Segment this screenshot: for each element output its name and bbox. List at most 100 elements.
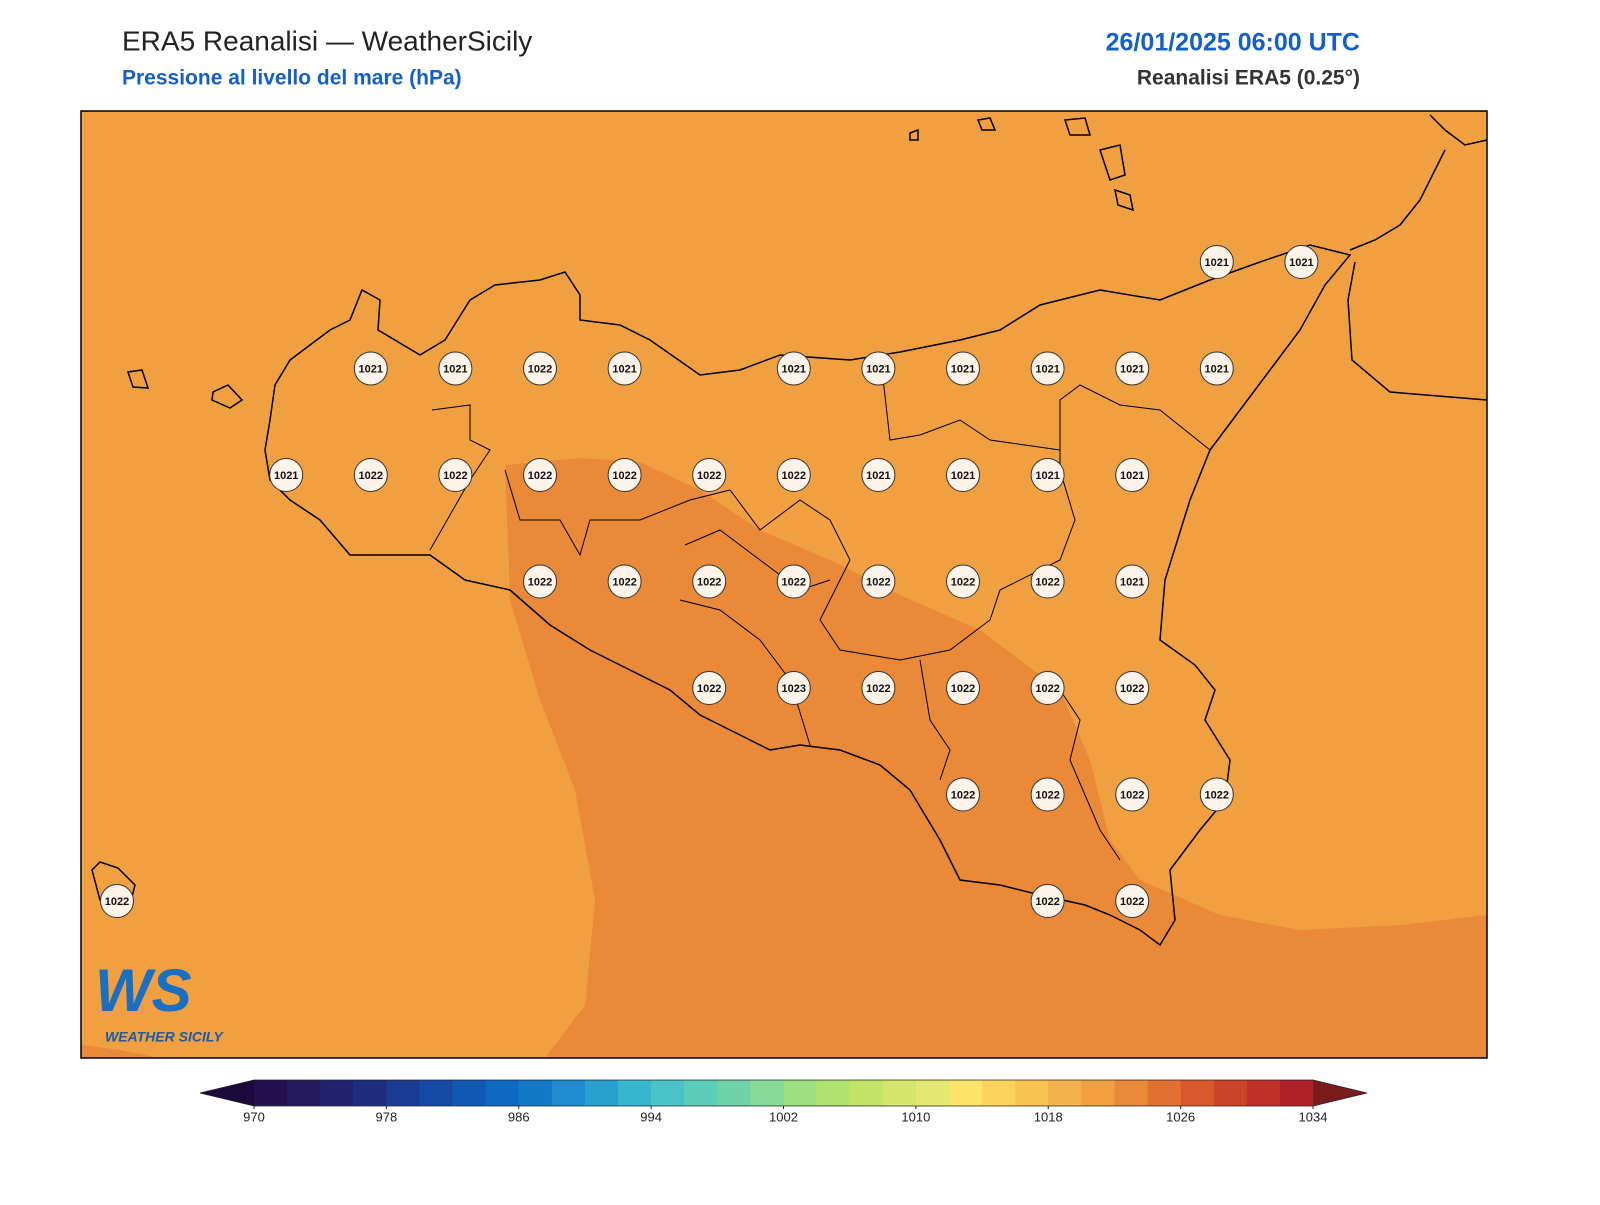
station-marker — [353, 351, 388, 386]
coastline-calabria — [1347, 114, 1488, 401]
station-marker — [946, 564, 980, 599]
station-value: 1021 — [1205, 257, 1229, 269]
station-value: 1022 — [443, 470, 467, 482]
logo-mark: WS — [95, 957, 192, 1024]
station-marker — [946, 351, 980, 386]
station-marker — [1199, 351, 1234, 386]
station-marker — [1199, 245, 1234, 279]
station-value: 1021 — [1205, 363, 1229, 375]
colorbar-segment — [783, 1080, 818, 1106]
colorbar-tick-label: 994 — [640, 1109, 662, 1124]
station-marker — [353, 458, 388, 492]
station-marker — [100, 884, 134, 918]
colorbar-tick-label: 978 — [376, 1109, 398, 1124]
station-value: 1022 — [528, 576, 552, 588]
colorbar-segment — [915, 1080, 950, 1106]
colorbar-segment — [816, 1080, 851, 1106]
station-value: 1021 — [866, 470, 890, 482]
colorbar-segment — [287, 1080, 321, 1106]
station-marker — [607, 564, 642, 599]
pressure-field-high — [81, 1045, 160, 1058]
colorbar-segment — [320, 1080, 354, 1106]
station-value: 1023 — [782, 683, 806, 695]
station-marker — [946, 777, 980, 812]
station-marker — [861, 351, 896, 386]
station-marker — [1115, 351, 1150, 386]
source: Reanalisi ERA5 (0.25°) — [1137, 67, 1360, 90]
station-marker — [776, 671, 811, 705]
colorbar-extend-low — [200, 1080, 254, 1106]
station-value: 1021 — [1035, 470, 1059, 482]
station-value: 1022 — [1035, 576, 1059, 588]
station-labels: 1021 1021 1021 1021 1022 1021 1021 1021 1021 1021… — [100, 245, 1319, 918]
station-marker — [1115, 458, 1150, 492]
station-value: 1022 — [1205, 789, 1229, 801]
title: ERA5 Reanalisi — WeatherSicily — [122, 25, 532, 56]
colorbar-segment — [485, 1080, 520, 1106]
station-value: 1021 — [359, 363, 383, 375]
station-marker — [1199, 777, 1234, 812]
colorbar-tick-label: 1002 — [769, 1109, 798, 1124]
station-marker — [438, 351, 473, 386]
station-value: 1022 — [1120, 896, 1144, 908]
station-value: 1021 — [1035, 363, 1059, 375]
station-marker — [607, 458, 642, 492]
station-value: 1021 — [1289, 257, 1313, 269]
colorbar-segment — [651, 1080, 685, 1106]
station-marker — [1030, 671, 1065, 705]
station-marker — [523, 564, 557, 599]
station-value: 1022 — [866, 576, 890, 588]
station-marker — [692, 671, 727, 705]
station-marker — [1030, 884, 1065, 918]
colorbar-segment — [1015, 1080, 1049, 1106]
station-value: 1022 — [1035, 789, 1059, 801]
colorbar-segment — [551, 1080, 586, 1106]
colorbar-segment — [618, 1080, 652, 1106]
station-marker — [523, 351, 557, 386]
station-marker — [1284, 245, 1319, 279]
station-marker — [269, 458, 304, 492]
station-value: 1022 — [1035, 896, 1059, 908]
colorbar-segment — [882, 1080, 917, 1106]
station-value: 1021 — [612, 363, 636, 375]
station-value: 1022 — [782, 470, 806, 482]
station-marker — [776, 564, 811, 599]
station-value: 1022 — [1035, 683, 1059, 695]
station-value: 1022 — [951, 576, 975, 588]
colorbar-tick-label: 1010 — [901, 1109, 930, 1124]
colorbar-segment — [1081, 1080, 1115, 1106]
station-marker — [1115, 564, 1150, 599]
province-border — [429, 351, 1211, 861]
colorbar-segment — [1048, 1080, 1082, 1106]
colorbar-segment — [254, 1080, 288, 1106]
station-value: 1022 — [612, 576, 636, 588]
subtitle: Pressione al livello del mare (hPa) — [122, 67, 462, 90]
station-value: 1022 — [1120, 683, 1144, 695]
colorbar-segment — [1213, 1080, 1248, 1106]
station-marker — [607, 351, 642, 386]
logo: WS WEATHER SICILY — [95, 957, 224, 1045]
pressure-field-high — [505, 458, 1487, 1058]
station-marker — [861, 671, 896, 705]
station-marker — [438, 458, 473, 492]
station-value: 1022 — [782, 576, 806, 588]
station-value: 1021 — [274, 470, 298, 482]
station-marker — [776, 458, 811, 492]
station-value: 1022 — [866, 683, 890, 695]
colorbar-extend-high — [1313, 1080, 1367, 1106]
station-value: 1022 — [697, 576, 721, 588]
station-value: 1022 — [697, 683, 721, 695]
station-marker — [1030, 458, 1065, 492]
station-value: 1021 — [1120, 363, 1144, 375]
station-value: 1022 — [951, 789, 975, 801]
colorbar-segment — [948, 1080, 983, 1106]
colorbar: 970 978 986 994 1002 1010 1018 1026 1034 — [199, 1079, 1368, 1124]
station-marker — [946, 458, 980, 492]
colorbar-segment — [1246, 1080, 1281, 1106]
station-value: 1022 — [528, 470, 552, 482]
station-marker — [861, 564, 896, 599]
colorbar-segment — [1114, 1080, 1149, 1106]
colorbar-segment — [518, 1080, 553, 1106]
